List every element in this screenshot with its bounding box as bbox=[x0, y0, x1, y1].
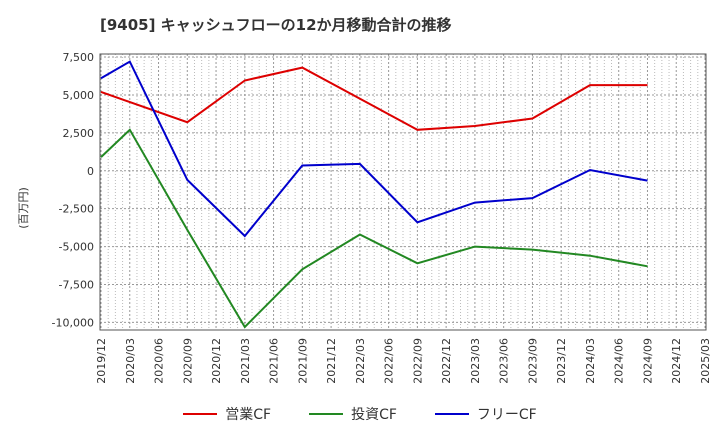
series-line-investing-cf bbox=[100, 128, 648, 329]
x-tick-label: 2021/03 bbox=[239, 338, 252, 384]
x-tick-label: 2023/12 bbox=[555, 338, 568, 384]
legend-label-operating-cf: 営業CF bbox=[225, 407, 272, 423]
legend-label-free-cf: フリーCF bbox=[476, 407, 537, 423]
plot-frame bbox=[99, 53, 707, 331]
x-tick-label: 2023/06 bbox=[498, 338, 511, 384]
x-tick-label: 2020/12 bbox=[210, 338, 223, 384]
x-tick-label: 2023/03 bbox=[469, 338, 482, 384]
x-tick-label: 2024/12 bbox=[670, 338, 683, 384]
legend-swatch-free-cf bbox=[434, 413, 469, 415]
y-tick-label: -7,500 bbox=[59, 279, 94, 292]
series-line-free-cf bbox=[100, 60, 648, 238]
chart-title: [9405] キャッシュフローの12か月移動合計の推移 bbox=[100, 16, 452, 34]
x-tick-label: 2022/03 bbox=[354, 338, 367, 384]
y-tick-label: -5,000 bbox=[59, 241, 94, 254]
y-tick-label: 5,000 bbox=[63, 89, 95, 102]
series bbox=[100, 60, 648, 329]
legend-item-free-cf: フリーCF bbox=[434, 404, 537, 424]
x-tick-label: 2020/03 bbox=[124, 338, 137, 384]
x-tick-label: 2021/09 bbox=[296, 338, 309, 384]
x-ticks: 2019/12 2020/03 2020/06 2020/09 2020/12 2021/… bbox=[95, 338, 712, 384]
x-tick-label: 2024/06 bbox=[613, 338, 626, 384]
x-tick-label: 2022/12 bbox=[440, 338, 453, 384]
y-tick-label: -2,500 bbox=[59, 203, 94, 216]
x-tick-label: 2023/09 bbox=[526, 338, 539, 384]
legend-item-operating-cf: 営業CF bbox=[183, 404, 271, 424]
x-tick-label: 2021/06 bbox=[268, 338, 281, 384]
x-tick-label: 2025/03 bbox=[699, 338, 712, 384]
x-tick-label: 2024/03 bbox=[584, 338, 597, 384]
y-tick-label: -10,000 bbox=[52, 316, 94, 329]
y-tick-label: 2,500 bbox=[63, 127, 95, 140]
x-tick-label: 2020/09 bbox=[181, 338, 194, 384]
legend-item-investing-cf: 投資CF bbox=[309, 404, 397, 424]
legend-swatch-investing-cf bbox=[309, 413, 344, 415]
grid bbox=[100, 54, 706, 330]
y-tick-label: 7,500 bbox=[63, 51, 95, 64]
legend: 営業CF 投資CF フリーCF bbox=[0, 404, 720, 424]
series-line-operating-cf bbox=[100, 66, 648, 131]
x-tick-label: 2022/09 bbox=[411, 338, 424, 384]
x-tick-label: 2021/12 bbox=[325, 338, 338, 384]
y-ticks: 7,500 5,000 2,500 0 -2,500 -5,000 -7,500 -10,00… bbox=[52, 51, 94, 329]
x-tick-label: 2019/12 bbox=[95, 338, 108, 384]
x-tick-label: 2024/09 bbox=[641, 338, 654, 384]
legend-swatch-operating-cf bbox=[183, 413, 218, 415]
y-tick-label: 0 bbox=[87, 165, 94, 178]
x-tick-label: 2022/06 bbox=[383, 338, 396, 384]
chart-plot: 7,500 5,000 2,500 0 -2,500 -5,000 -7,500 -10,00… bbox=[52, 51, 712, 384]
legend-label-investing-cf: 投資CF bbox=[351, 407, 397, 423]
x-tick-label: 2020/06 bbox=[153, 338, 166, 384]
